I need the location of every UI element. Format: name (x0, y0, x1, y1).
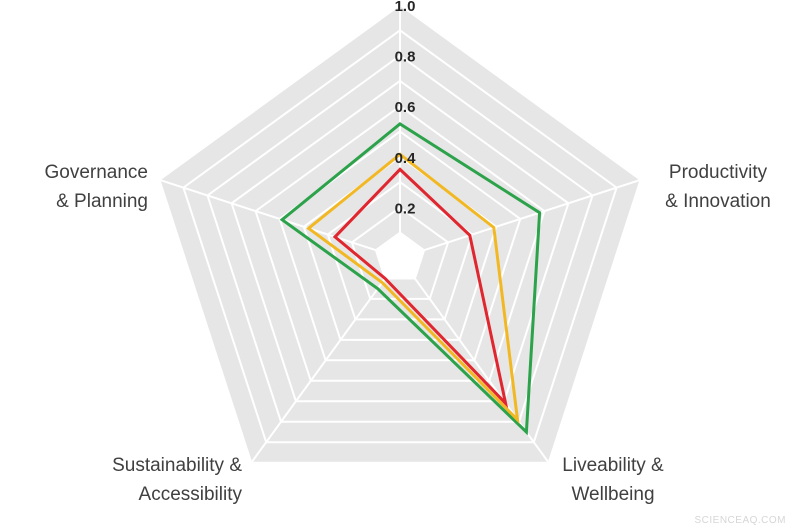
radar-grid (158, 3, 642, 464)
r-tick-label: 0.2 (395, 200, 416, 217)
axis-label: Liveability & Wellbeing (562, 455, 664, 505)
axis-label: Sustainability & Accessibility (112, 455, 242, 505)
axis-label: Governance & Planning (44, 162, 148, 212)
tick-labels: 0.2 0.4 0.6 0.8 1.0 (395, 0, 417, 217)
grid-ring (374, 231, 426, 280)
axis-labels: Productivity & Innovation Liveability & Wel… (44, 162, 770, 505)
radar-spoke (159, 178, 377, 252)
r-tick-label: 0.4 (395, 150, 417, 167)
axis-label: Productivity & Innovation (665, 162, 771, 212)
r-tick-label: 0.8 (395, 49, 416, 66)
series-layer (279, 122, 542, 436)
r-tick-label: 0.6 (395, 99, 416, 116)
radar-spoke (250, 277, 386, 464)
series-yellow-polygon (306, 152, 520, 424)
series-green-polygon (279, 122, 542, 436)
series-red-polygon (332, 167, 509, 409)
watermark-text: SCIENCEAQ.COM (694, 515, 786, 526)
r-tick-label: 1.0 (395, 0, 416, 15)
radar-spoke (423, 178, 641, 252)
